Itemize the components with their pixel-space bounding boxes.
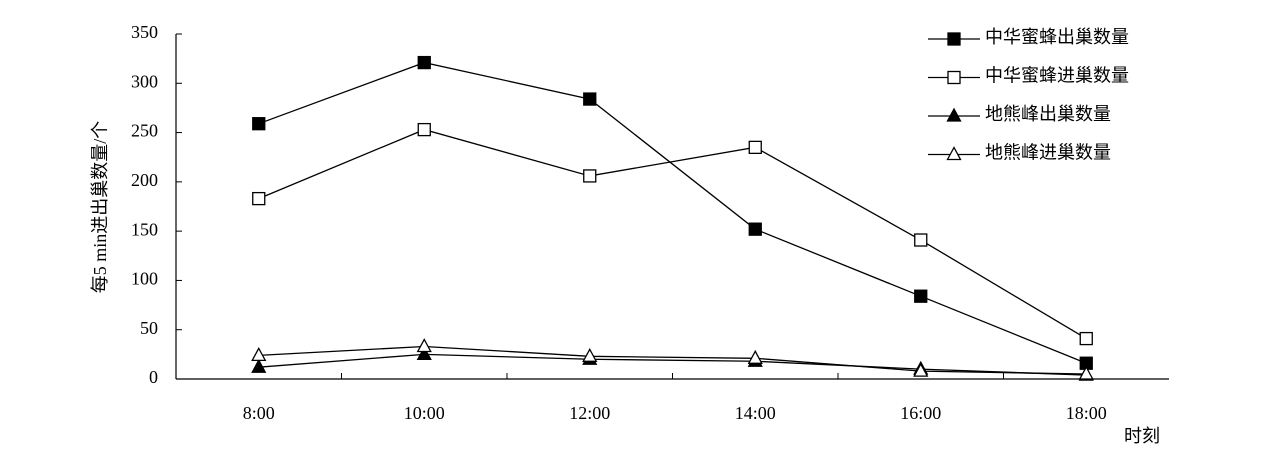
data-point	[583, 169, 597, 183]
y-tick-label: 0	[149, 367, 158, 387]
x-tick-label: 8:00	[243, 403, 275, 423]
x-tick-label: 18:00	[1066, 403, 1107, 423]
legend-label: 地熊峰进巢数量	[985, 143, 1111, 163]
legend-marker	[946, 146, 962, 161]
y-tick-label: 200	[131, 170, 158, 190]
legend-label: 地熊峰出巢数量	[985, 104, 1111, 124]
legend-label: 中华蜜蜂进巢数量	[985, 66, 1129, 86]
x-tick-label: 12:00	[569, 403, 610, 423]
data-point	[1079, 331, 1093, 346]
y-tick-label: 150	[131, 219, 158, 239]
data-point	[913, 362, 929, 377]
data-point	[582, 347, 598, 362]
data-point	[583, 92, 597, 106]
data-point	[417, 55, 431, 70]
y-axis-label: 每5 min进出巢数量/个	[90, 121, 110, 294]
data-point	[252, 117, 266, 131]
legend-marker	[946, 107, 962, 122]
data-point	[251, 346, 267, 361]
x-tick-label: 10:00	[404, 403, 445, 423]
x-tick-label: 14:00	[735, 403, 776, 423]
data-point	[747, 349, 763, 364]
legend-label: 中华蜜蜂出巢数量	[985, 27, 1129, 47]
y-tick-label: 300	[131, 71, 158, 91]
data-point	[914, 289, 928, 303]
series-line	[258, 353, 1087, 376]
y-tick-label: 250	[131, 121, 158, 141]
x-tick-label: 16:00	[900, 403, 941, 423]
data-point	[914, 233, 928, 247]
data-point	[417, 122, 431, 137]
data-point	[1078, 365, 1094, 380]
series-line	[258, 61, 1087, 364]
data-point	[748, 140, 762, 155]
series-line	[258, 345, 1087, 375]
x-axis-label: 时刻	[1124, 426, 1160, 446]
data-point	[251, 358, 267, 373]
legend-marker	[947, 70, 961, 85]
data-point	[416, 338, 432, 353]
series-line	[258, 128, 1087, 340]
data-point	[252, 191, 266, 206]
data-point	[416, 345, 432, 361]
data-point	[748, 222, 762, 236]
y-tick-label: 350	[131, 22, 158, 42]
y-tick-label: 100	[131, 269, 158, 289]
y-tick-label: 50	[140, 318, 158, 338]
legend-marker	[947, 32, 961, 46]
